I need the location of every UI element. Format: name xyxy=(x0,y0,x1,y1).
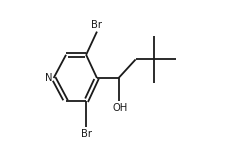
Text: N: N xyxy=(45,73,52,83)
Text: OH: OH xyxy=(112,103,128,113)
Text: Br: Br xyxy=(91,20,102,30)
Text: Br: Br xyxy=(81,129,92,139)
